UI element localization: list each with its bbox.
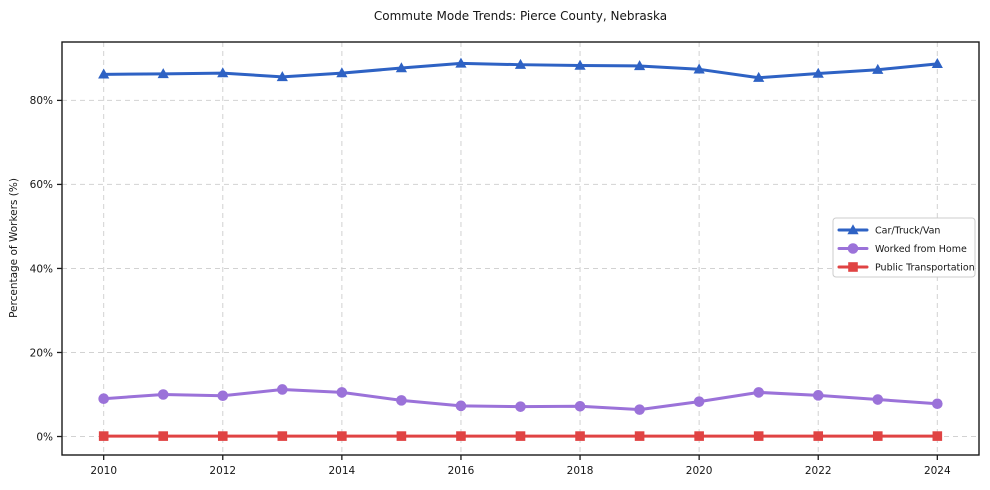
x-tick-label: 2020 (686, 465, 713, 477)
triangle-marker (872, 63, 884, 74)
triangle-marker (455, 57, 467, 68)
legend-entry: Public Transportation (837, 262, 975, 273)
square-marker (575, 431, 585, 441)
square-marker (396, 431, 407, 441)
axes-box (61, 41, 980, 456)
square-marker (456, 431, 466, 441)
legend-label: Worked from Home (875, 244, 967, 255)
triangle-marker (157, 68, 169, 79)
legend-entry: Car/Truck/Van (837, 224, 940, 236)
circle-marker (753, 387, 764, 398)
gridlines (62, 42, 979, 455)
series-car-truck-van (98, 57, 943, 82)
circle-marker (98, 393, 109, 405)
triangle-marker (693, 63, 705, 74)
triangle-marker (574, 59, 586, 70)
circle-marker (455, 400, 467, 412)
circle-marker (336, 387, 348, 398)
square-marker (337, 431, 347, 441)
legend-label: Car/Truck/Van (875, 225, 940, 236)
axis-ticks: 0% 20% 40% 60% 80% 2010 2012 2014 2016 2018 2020 20… (30, 95, 951, 477)
legend-box (832, 217, 976, 278)
circle-marker (574, 400, 586, 412)
square-marker (98, 431, 109, 441)
circle-marker (277, 384, 288, 395)
legend: Car/Truck/Van Worked from Home Public Tran… (832, 217, 976, 278)
triangle-marker (217, 67, 229, 78)
x-tick-label: 2014 (328, 465, 355, 477)
circle-marker (693, 396, 705, 407)
circle-marker (932, 398, 943, 410)
x-tick-label: 2012 (209, 465, 236, 477)
square-marker (932, 431, 943, 441)
square-marker (277, 431, 288, 441)
triangle-marker (395, 62, 408, 73)
triangle-marker (98, 68, 110, 79)
circle-marker (872, 394, 884, 405)
x-tick-label: 2024 (924, 465, 951, 477)
circle-marker (515, 401, 526, 412)
square-marker (872, 431, 883, 441)
circle-marker (157, 389, 169, 400)
triangle-marker (812, 67, 824, 78)
legend-entry: Worked from Home (837, 243, 967, 255)
x-tick-label: 2016 (448, 465, 475, 477)
circle-marker (217, 390, 229, 402)
circle-marker (634, 404, 645, 415)
circle-marker (396, 395, 407, 406)
square-marker (813, 431, 824, 441)
square-marker (753, 431, 764, 441)
triangle-marker (514, 58, 527, 69)
series-public-transportation (98, 431, 943, 441)
triangle-marker (847, 224, 859, 235)
square-marker (217, 431, 228, 441)
triangle-marker (336, 67, 348, 78)
triangle-marker (276, 71, 288, 82)
circle-marker (812, 390, 824, 401)
y-tick-label: 40% (30, 263, 53, 275)
triangle-marker (633, 60, 646, 71)
y-tick-label: 80% (30, 95, 53, 107)
series-worked-from-home (98, 384, 943, 415)
square-marker (848, 262, 858, 272)
triangle-marker (931, 58, 943, 69)
y-tick-label: 0% (36, 431, 53, 443)
x-tick-label: 2010 (90, 465, 117, 477)
y-tick-label: 60% (30, 179, 53, 191)
triangle-marker (753, 71, 765, 82)
circle-marker (847, 243, 859, 254)
x-tick-label: 2018 (567, 465, 594, 477)
square-marker (158, 431, 169, 441)
legend-label: Public Transportation (875, 262, 975, 273)
square-marker (515, 431, 526, 441)
square-marker (634, 431, 645, 441)
y-tick-label: 20% (30, 347, 53, 359)
square-marker (694, 431, 704, 441)
chart-title: Commute Mode Trends: Pierce County, Nebr… (373, 9, 668, 23)
x-tick-label: 2022 (805, 465, 832, 477)
